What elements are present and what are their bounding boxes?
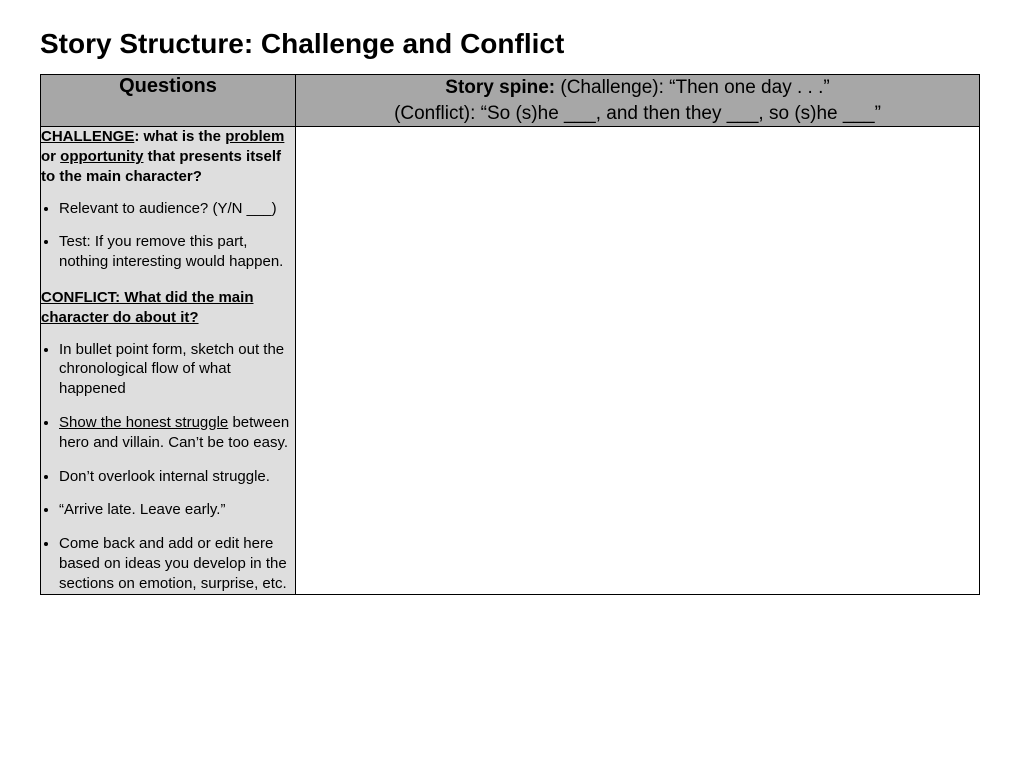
page-title: Story Structure: Challenge and Conflict (40, 28, 984, 60)
story-spine-line2: (Conflict): “So (s)he ___, and then they… (394, 103, 881, 124)
header-questions: Questions (41, 75, 296, 127)
list-item: Come back and add or edit here based on … (59, 534, 295, 593)
conflict-bullets: In bullet point form, sketch out the chr… (41, 340, 295, 594)
story-spine-label: Story spine: (445, 77, 555, 98)
list-item: Show the honest struggle between hero an… (59, 413, 295, 453)
list-item: Relevant to audience? (Y/N ___) (59, 199, 295, 219)
table-body-row: CHALLENGE: what is the problem or opport… (41, 127, 980, 594)
header-story-spine: Story spine: (Challenge): “Then one day … (296, 75, 980, 127)
answer-cell (296, 127, 980, 594)
list-item: Test: If you remove this part, nothing i… (59, 232, 295, 272)
challenge-bullets: Relevant to audience? (Y/N ___) Test: If… (41, 199, 295, 272)
list-item: Don’t overlook internal struggle. (59, 467, 295, 487)
worksheet-table: Questions Story spine: (Challenge): “The… (40, 74, 980, 595)
challenge-label: CHALLENGE (41, 128, 134, 145)
conflict-heading: CONFLICT: What did the main character do… (41, 288, 295, 328)
table-header-row: Questions Story spine: (Challenge): “The… (41, 75, 980, 127)
list-item: “Arrive late. Leave early.” (59, 500, 295, 520)
list-item: In bullet point form, sketch out the chr… (59, 340, 295, 399)
story-spine-line1: (Challenge): “Then one day . . .” (555, 77, 830, 98)
challenge-heading: CHALLENGE: what is the problem or opport… (41, 127, 295, 186)
questions-cell: CHALLENGE: what is the problem or opport… (41, 127, 296, 594)
